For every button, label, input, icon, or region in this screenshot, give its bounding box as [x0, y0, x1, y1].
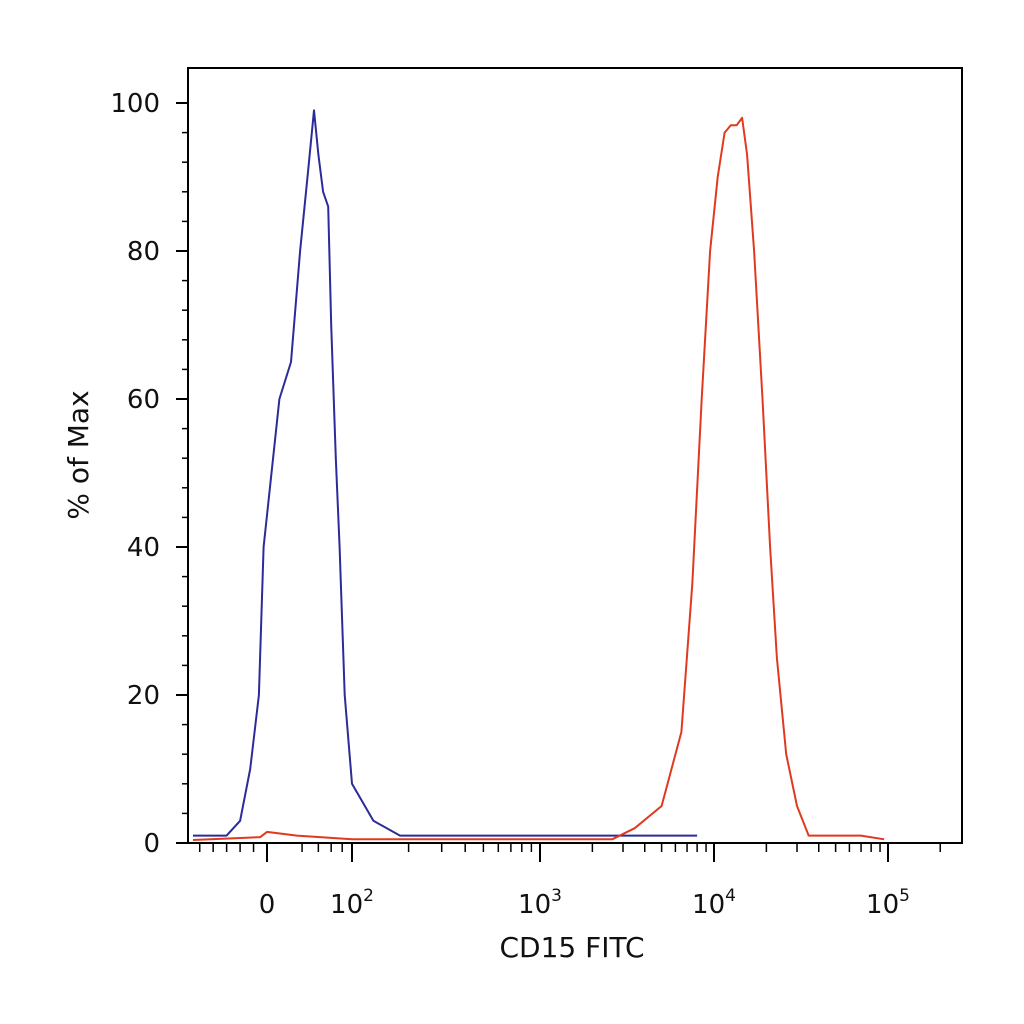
plot-area [187, 67, 963, 844]
x-tick-label: 104 [692, 886, 736, 920]
x-tick-label: 102 [330, 886, 374, 920]
y-tick-label: 100 [110, 89, 160, 119]
y-tick-label: 0 [143, 829, 160, 859]
y-tick-label: 40 [127, 533, 160, 563]
x-tick-label: 0 [259, 890, 276, 920]
x-tick-label: 105 [866, 886, 910, 920]
x-axis-title: CD15 FITC [499, 931, 644, 964]
x-axis: 0 102 103 104 105 [198, 843, 941, 920]
y-axis-title: % of Max [62, 390, 95, 519]
histogram-series-2 [192, 116, 885, 841]
histogram-series-1 [193, 109, 698, 837]
y-tick-label: 60 [127, 385, 160, 415]
x-tick-label: 103 [518, 886, 562, 920]
y-tick-label: 20 [127, 681, 160, 711]
series-layer [192, 109, 885, 841]
y-axis: 0 20 40 60 80 100 [110, 89, 188, 859]
y-tick-label: 80 [127, 237, 160, 267]
